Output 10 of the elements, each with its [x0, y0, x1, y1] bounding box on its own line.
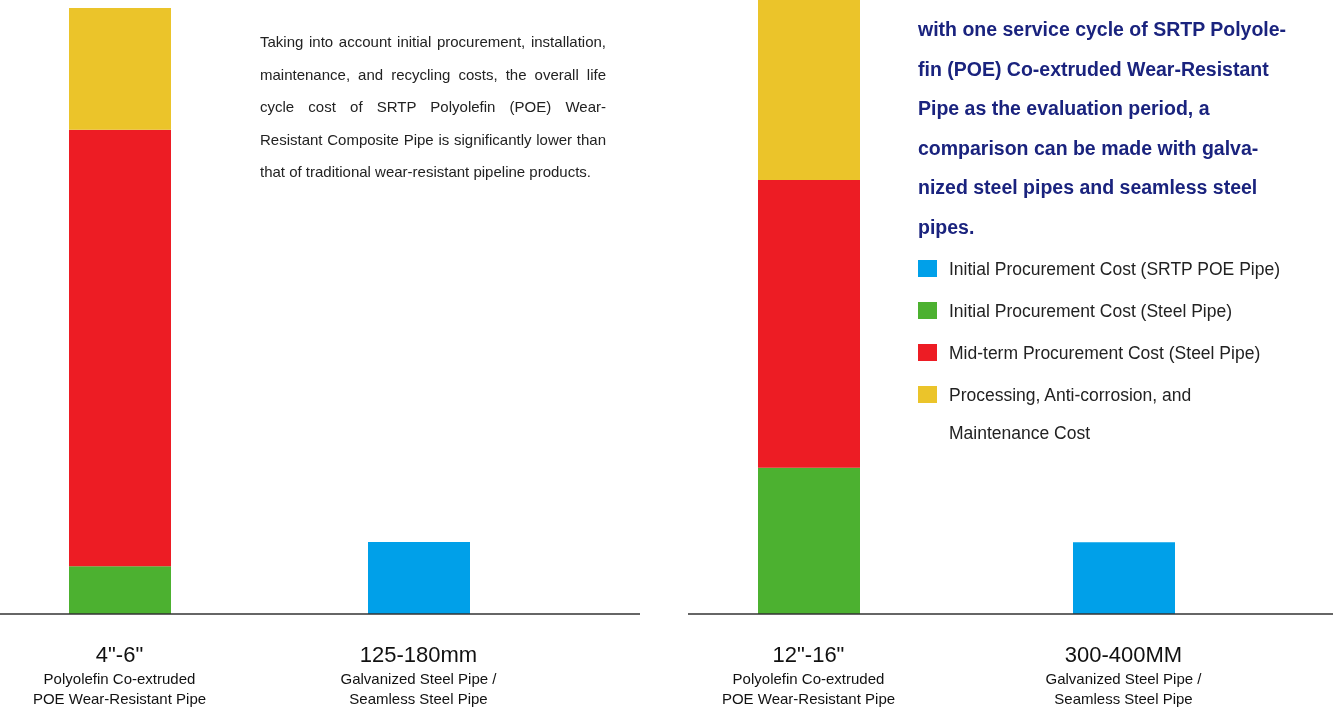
legend-label: Initial Procurement Cost (SRTP POE Pipe)	[949, 258, 1281, 281]
x-tick-label: 125-180mm Galvanized Steel Pipe / Seamless Steel Pipe	[340, 642, 498, 707]
legend-label: Mid-term Procurement Cost (Steel Pipe)	[949, 342, 1261, 365]
annotation: Taking into account initial procurement, installation, maintenance, and recycling costs, the overall life cycle cost of SRTP Polyolefin (POE) Wear-Resistant Composite Pipe is significantly lower than that of traditional wear-resistant pipeline products.	[260, 32, 606, 182]
legend-label: Initial Procurement Cost (Steel Pipe)	[949, 300, 1233, 323]
annotation: with one service cycle of SRTP Polyole- fin (POE) Co-extruded Wear-Resistant Pipe as the evaluation period, a comparison can be made with galva- nized steel pipes and seamless steel pipes.	[918, 17, 1288, 240]
x-tick-label: 12"-16" Polyolefin Co-extruded POE Wear-Resistant Pipe	[721, 642, 896, 707]
x-tick-label: 4"-6" Polyolefin Co-extruded POE Wear-Resistant Pipe	[32, 642, 207, 707]
legend-label: Processing, Anti-corrosion, and Maintenance Cost	[949, 384, 1192, 445]
x-tick-label: 300-400MM Galvanized Steel Pipe / Seamless Steel Pipe	[1045, 642, 1203, 707]
